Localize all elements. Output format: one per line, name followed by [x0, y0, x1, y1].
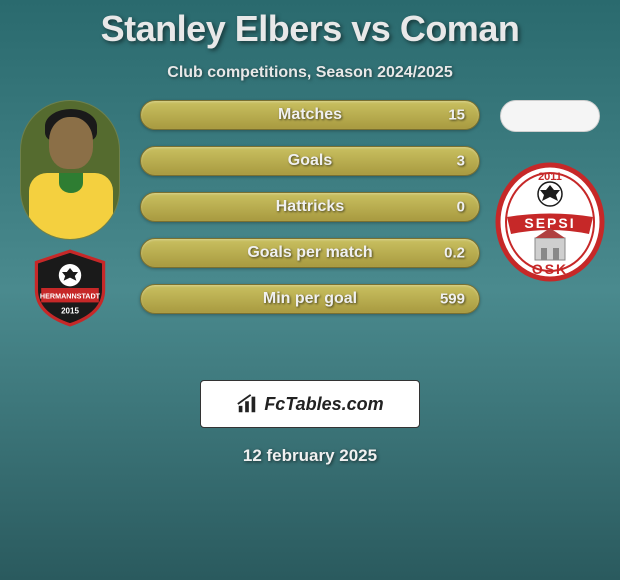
stat-label: Goals — [288, 152, 332, 170]
stat-row: Goals 3 — [140, 146, 480, 176]
crest-year: 2015 — [61, 307, 79, 316]
stat-value-right: 0.2 — [444, 245, 465, 262]
player1-crest: HERMANNSTADT 2015 — [30, 248, 110, 328]
stat-label: Hattricks — [276, 198, 344, 216]
stats-list: Matches 15 Goals 3 Hattricks 0 Goals per… — [140, 100, 480, 330]
stat-value-right: 599 — [440, 291, 465, 308]
crest2-year: 2011 — [538, 171, 562, 183]
stat-row: Goals per match 0.2 — [140, 238, 480, 268]
chart-icon — [236, 393, 258, 415]
stat-label: Matches — [278, 106, 342, 124]
stat-row: Matches 15 — [140, 100, 480, 130]
page-title: Stanley Elbers vs Coman — [0, 0, 620, 50]
stat-label: Goals per match — [247, 244, 372, 262]
crest2-bottom: OSK — [532, 261, 568, 277]
right-player-col: 2011 SEPSI OSK — [490, 100, 610, 282]
comparison-panel: HERMANNSTADT 2015 2011 SEPSI OSK — [0, 100, 620, 360]
stat-value-right: 15 — [448, 107, 465, 124]
source-badge: FcTables.com — [200, 380, 420, 428]
stat-label: Min per goal — [263, 290, 357, 308]
stat-row: Hattricks 0 — [140, 192, 480, 222]
subtitle: Club competitions, Season 2024/2025 — [0, 64, 620, 82]
player1-photo — [20, 100, 120, 240]
stat-value-right: 0 — [457, 199, 465, 216]
player2-crest: 2011 SEPSI OSK — [495, 162, 605, 282]
date-label: 12 february 2025 — [0, 446, 620, 466]
crest-banner-text: HERMANNSTADT — [40, 291, 101, 300]
stat-row: Min per goal 599 — [140, 284, 480, 314]
badge-text: FcTables.com — [264, 394, 383, 415]
left-player-col: HERMANNSTADT 2015 — [10, 100, 130, 328]
player2-placeholder — [500, 100, 600, 132]
stat-value-right: 3 — [457, 153, 465, 170]
